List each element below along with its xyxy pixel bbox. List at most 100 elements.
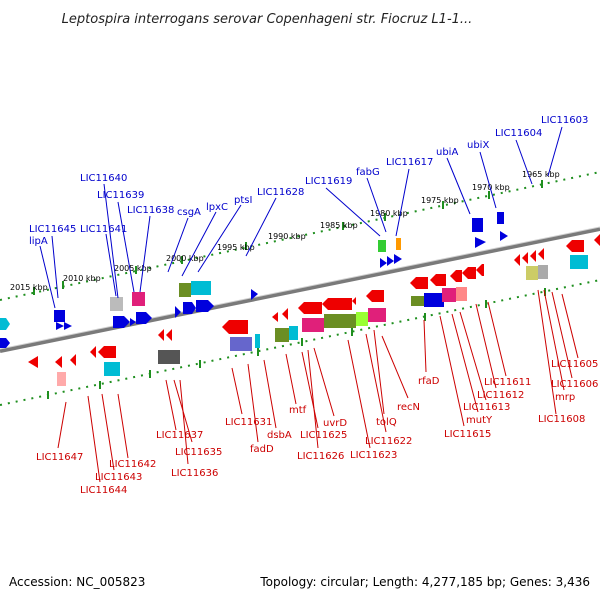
gene-arrow <box>594 234 600 246</box>
gene-label[interactable]: LIC11645 <box>29 224 76 235</box>
gene-block <box>54 310 65 322</box>
gene-block <box>538 265 548 279</box>
gene-label[interactable]: LIC11644 <box>80 485 127 496</box>
gene-label[interactable]: LIC11615 <box>444 429 491 440</box>
gene-arrow <box>500 231 508 241</box>
gene-label[interactable]: LIC11625 <box>300 430 347 441</box>
gene-label[interactable]: LIC11613 <box>463 402 510 413</box>
gene-label[interactable]: ubiX <box>467 140 489 151</box>
gene-block <box>378 240 386 252</box>
gene-label[interactable]: LIC11603 <box>541 115 588 126</box>
gene-label[interactable]: LIC11606 <box>551 379 598 390</box>
gene-label[interactable]: tolQ <box>376 417 397 428</box>
gene-label[interactable]: ubiA <box>436 147 458 158</box>
gene-block <box>570 255 588 269</box>
gene-arrow <box>410 277 428 289</box>
gene-block <box>356 312 368 326</box>
gene-arrow <box>430 274 446 286</box>
gene-label[interactable]: LIC11641 <box>80 224 127 235</box>
gene-label[interactable]: LIC11636 <box>171 468 218 479</box>
gene-label[interactable]: LIC11612 <box>477 390 524 401</box>
gene-label[interactable]: LIC11635 <box>175 447 222 458</box>
gene-label[interactable]: LIC11608 <box>538 414 585 425</box>
inner-ruler <box>0 279 600 406</box>
kbp-label: 2000 kbp <box>166 254 204 263</box>
gene-arrow <box>56 322 64 330</box>
gene-arrow <box>538 248 544 260</box>
outer-ruler <box>0 171 600 301</box>
gene-block <box>324 314 356 328</box>
gene-arrow <box>514 254 520 266</box>
gene-label[interactable]: LIC11647 <box>36 452 83 463</box>
gene-arrow <box>175 306 181 318</box>
gene-label[interactable]: mtf <box>289 405 307 416</box>
gene-arrow <box>272 312 278 322</box>
gene-label[interactable]: LIC11643 <box>95 472 142 483</box>
gene-block <box>424 293 444 307</box>
gene-block <box>526 266 538 280</box>
gene-arrow <box>0 318 10 330</box>
gene-label[interactable]: fabG <box>356 167 380 178</box>
gene-label[interactable]: LIC11642 <box>109 459 156 470</box>
accession-text: Accession: NC_005823 <box>9 575 145 589</box>
kbp-label: 1975 kbp <box>421 196 459 205</box>
gene-label[interactable]: LIC11617 <box>386 157 433 168</box>
kbp-label: 1980 kbp <box>370 209 408 218</box>
gene-label[interactable]: lipA <box>29 236 48 247</box>
gene-block <box>497 212 504 224</box>
gene-arrow <box>387 256 394 266</box>
gene-label[interactable]: ptsI <box>234 195 252 206</box>
gene-label[interactable]: LIC11605 <box>551 359 598 370</box>
reverse-genes <box>28 234 600 386</box>
gene-label[interactable]: uvrD <box>323 418 347 429</box>
gene-label[interactable]: LIC11626 <box>297 451 344 462</box>
gene-block <box>179 283 191 297</box>
gene-arrow <box>352 297 356 305</box>
gene-label[interactable]: mrp <box>555 392 575 403</box>
kbp-labels: 2015 kbp 2010 kbp 2005 kbp 2000 kbp 1995… <box>10 170 560 292</box>
bottom-gene-labels: LIC11647 LIC11642 LIC11643 LIC11644 LIC1… <box>36 359 598 496</box>
kbp-label: 1985 kbp <box>320 221 358 230</box>
gene-label[interactable]: mutY <box>466 415 493 426</box>
gene-label[interactable]: lpxC <box>206 202 228 213</box>
gene-label[interactable]: csgA <box>177 207 201 218</box>
kbp-label: 1965 kbp <box>522 170 560 179</box>
gene-arrow <box>251 289 258 300</box>
gene-label[interactable]: LIC11639 <box>97 190 144 201</box>
gene-arrow <box>222 320 248 334</box>
gene-block <box>158 350 180 364</box>
gene-arrow <box>166 329 172 341</box>
gene-arrow <box>380 258 387 268</box>
gene-label[interactable]: LIC11611 <box>484 377 531 388</box>
gene-label[interactable]: rfaD <box>418 376 440 387</box>
gene-label[interactable]: LIC11622 <box>365 436 412 447</box>
gene-arrow <box>158 329 164 341</box>
gene-arrow <box>450 270 462 282</box>
gene-label[interactable]: LIC11640 <box>80 173 127 184</box>
forward-genes <box>0 212 588 348</box>
gene-block <box>472 218 483 232</box>
gene-label[interactable]: LIC11638 <box>127 205 174 216</box>
gene-block <box>230 337 252 351</box>
gene-arrow <box>64 322 72 330</box>
gene-label[interactable]: LIC11631 <box>225 417 272 428</box>
gene-label[interactable]: LIC11619 <box>305 176 352 187</box>
gene-arrow <box>130 318 136 326</box>
gene-arrow <box>98 346 116 358</box>
gene-arrow <box>183 302 196 314</box>
gene-label[interactable]: dsbA <box>267 430 292 441</box>
gene-arrow <box>70 354 76 366</box>
gene-arrow <box>282 308 288 320</box>
gene-block <box>442 288 456 302</box>
gene-label[interactable]: LIC11604 <box>495 128 542 139</box>
gene-label[interactable]: fadD <box>250 444 274 455</box>
gene-arrow <box>28 356 38 368</box>
gene-label[interactable]: LIC11637 <box>156 430 203 441</box>
gene-arrow <box>522 252 528 264</box>
gene-label[interactable]: recN <box>397 402 420 413</box>
gene-arrow <box>476 264 484 276</box>
kbp-label: 1995 kbp <box>217 243 255 252</box>
gene-label[interactable]: LIC11628 <box>257 187 304 198</box>
gene-label[interactable]: LIC11623 <box>350 450 397 461</box>
